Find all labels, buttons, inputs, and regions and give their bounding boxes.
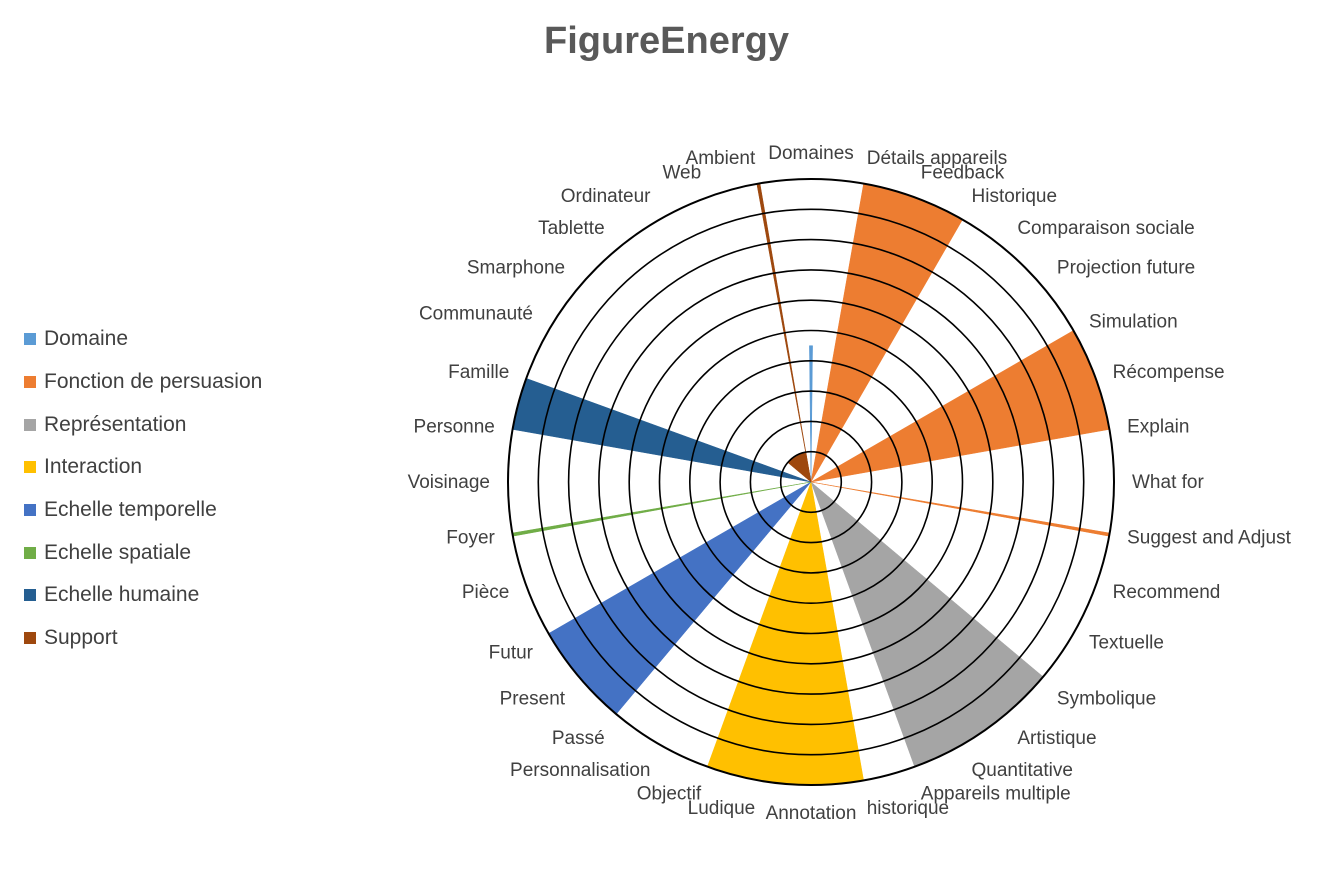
category-label: Historique [972, 186, 1058, 207]
category-label: Textuelle [1089, 633, 1164, 654]
legend-item: Représentation [24, 403, 262, 446]
category-label: Recommend [1113, 582, 1221, 603]
category-label: Foyer [446, 528, 495, 549]
category-label: Symbolique [1057, 688, 1156, 709]
category-label: Explain [1127, 416, 1189, 437]
legend-label: Domaine [44, 327, 129, 351]
legend-item: Support [24, 617, 262, 660]
legend-swatch [24, 546, 36, 559]
legend-item: Echelle spatiale [24, 531, 262, 574]
legend-item: Fonction de persuasion [24, 361, 262, 404]
grid-ring [507, 178, 1115, 786]
grid-ring [537, 208, 1085, 756]
category-label: Suggest and Adjust [1127, 528, 1291, 549]
category-label: Annotation [766, 803, 857, 824]
legend-item: Interaction [24, 446, 262, 489]
wedge-0-0 [809, 345, 813, 483]
category-label: Comparaison sociale [1017, 218, 1194, 239]
legend-label: Echelle spatiale [44, 540, 192, 564]
category-label: Ambient [686, 148, 756, 169]
grid-ring [567, 238, 1055, 726]
legend-label: Représentation [44, 412, 187, 436]
legend-label: Support [44, 626, 118, 650]
category-label: Ordinateur [561, 186, 651, 207]
category-label: Simulation [1089, 312, 1178, 333]
legend-item: Echelle temporelle [24, 489, 262, 532]
category-label: Communauté [419, 304, 533, 325]
legend-label: Interaction [44, 455, 143, 479]
legend-swatch [24, 589, 36, 602]
grid-ring [719, 390, 903, 574]
category-label: Pièce [462, 582, 510, 603]
legend-swatch [24, 632, 36, 645]
category-label: Personnalisation [510, 760, 650, 781]
legend-swatch [24, 504, 36, 517]
category-label: Passé [552, 728, 605, 749]
legend-label: Fonction de persuasion [44, 370, 263, 394]
grid-ring [688, 359, 933, 604]
legend-item: Echelle humaine [24, 574, 262, 617]
chart-title: FigureEnergy [544, 20, 789, 62]
grid-ring [749, 420, 873, 544]
category-label: Projection future [1057, 258, 1195, 279]
grid-ring [628, 299, 994, 665]
category-label: Famille [448, 362, 509, 383]
legend-swatch [24, 418, 36, 431]
category-label: Tablette [538, 218, 605, 239]
legend-swatch [24, 376, 36, 389]
category-label: Feedback [921, 162, 1005, 183]
category-label: What for [1132, 472, 1204, 493]
legend: Domaine Fonction de persuasion Représentat… [24, 318, 262, 660]
category-label: Domaines [768, 143, 854, 164]
category-label: Voisinage [408, 472, 490, 493]
legend-swatch [24, 461, 36, 474]
category-label: Web [662, 162, 701, 183]
wedge-6-0 [512, 378, 812, 483]
category-label: Récompense [1113, 362, 1225, 383]
category-label: historique [867, 798, 949, 819]
category-label: Personne [414, 416, 495, 437]
legend-swatch [24, 333, 36, 346]
category-label: Artistique [1017, 728, 1096, 749]
legend-item: Domaine [24, 318, 262, 361]
grid-ring [658, 329, 964, 635]
category-label: Futur [489, 643, 534, 664]
category-label: Détails appareils [867, 148, 1007, 169]
legend-label: Echelle humaine [44, 583, 200, 607]
category-label: Present [500, 688, 566, 709]
grid-ring [779, 450, 843, 514]
legend-label: Echelle temporelle [44, 498, 217, 522]
grid-ring [598, 269, 1024, 695]
category-label: Smarphone [467, 258, 565, 279]
category-label: Appareils multiple [921, 784, 1071, 805]
category-label: Objectif [637, 784, 702, 805]
category-label: Quantitative [972, 760, 1073, 781]
category-label: Ludique [688, 798, 756, 819]
